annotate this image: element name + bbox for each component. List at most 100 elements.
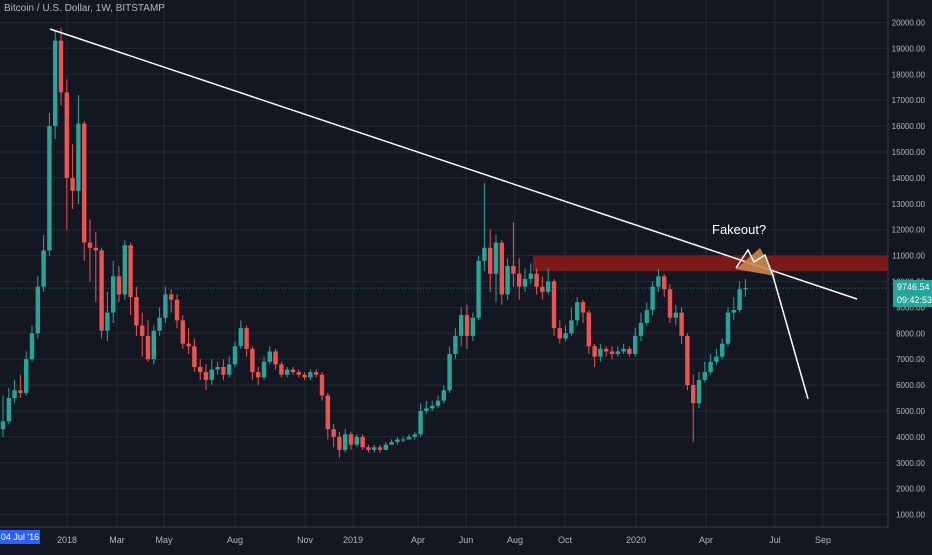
candle-body bbox=[551, 281, 557, 329]
candle-body bbox=[122, 245, 127, 295]
candle-body bbox=[76, 123, 81, 191]
candle-body bbox=[569, 320, 574, 334]
candle-body bbox=[180, 320, 185, 344]
x-tick-label: Apr bbox=[699, 535, 713, 545]
y-tick-label: 5000.00 bbox=[896, 407, 925, 416]
candle-body bbox=[615, 351, 620, 355]
candle-body bbox=[586, 312, 591, 347]
candle-body bbox=[337, 436, 342, 450]
candle-body bbox=[667, 289, 673, 318]
candle-body bbox=[0, 421, 6, 430]
candle-body bbox=[685, 335, 690, 386]
candle-body bbox=[441, 390, 446, 401]
candle-body bbox=[186, 343, 191, 347]
candle-body bbox=[505, 265, 510, 295]
candle-body bbox=[308, 372, 313, 378]
candle-body bbox=[377, 447, 383, 450]
y-tick-label: 17000.00 bbox=[892, 96, 926, 105]
y-tick-label: 19000.00 bbox=[892, 44, 926, 53]
candle-body bbox=[314, 372, 319, 375]
candle-body bbox=[418, 411, 423, 435]
candle-body bbox=[464, 315, 470, 336]
candle-body bbox=[163, 294, 168, 318]
candle-body bbox=[203, 372, 209, 380]
y-tick-label: 13000.00 bbox=[892, 200, 926, 209]
fakeout-projection bbox=[735, 248, 809, 400]
y-tick-label: 18000.00 bbox=[892, 70, 926, 79]
candle-body bbox=[18, 390, 23, 393]
time-axis: 2018 Mar May Aug Nov 2019 Apr Jun Aug Oct 2020 Apr J… bbox=[57, 535, 831, 545]
candle-body bbox=[633, 335, 638, 355]
countdown-badge: 09:42:53 bbox=[893, 293, 932, 308]
x-tick-label: Aug bbox=[507, 535, 523, 545]
y-tick-label: 3000.00 bbox=[896, 459, 925, 468]
candle-body bbox=[285, 369, 290, 375]
candle-body bbox=[12, 390, 17, 399]
candle-body bbox=[725, 312, 731, 344]
candle-body bbox=[70, 177, 75, 191]
candle-body bbox=[435, 400, 441, 406]
x-tick-label: Apr bbox=[411, 535, 425, 545]
candle-body bbox=[64, 92, 69, 178]
candle-body bbox=[290, 369, 296, 373]
y-tick-label: 16000.00 bbox=[892, 122, 926, 131]
candle-body bbox=[714, 356, 719, 362]
candle-body bbox=[47, 126, 52, 251]
x-tick-label: 2019 bbox=[343, 535, 363, 545]
candle-body bbox=[58, 40, 64, 93]
candle-body bbox=[511, 265, 516, 274]
x-tick-label: Oct bbox=[558, 535, 573, 545]
x-tick-label: May bbox=[155, 535, 173, 545]
candle-body bbox=[198, 366, 203, 373]
candle-body bbox=[267, 351, 272, 362]
candle-body bbox=[656, 276, 661, 287]
drawings: Fakeout? bbox=[0, 28, 888, 400]
candle-body bbox=[140, 325, 145, 336]
candle-body bbox=[447, 354, 452, 391]
candle-body bbox=[476, 260, 481, 318]
candle-body bbox=[29, 333, 35, 360]
candle-body bbox=[331, 429, 336, 437]
x-tick-label: Jun bbox=[459, 535, 474, 545]
candle-body bbox=[221, 366, 226, 375]
candle-body bbox=[360, 436, 365, 448]
chart-title: Bitcoin / U.S. Dollar, 1W, BITSTAMP bbox=[4, 3, 165, 14]
candle-body bbox=[401, 439, 406, 441]
resistance-zone-layer bbox=[533, 255, 888, 272]
candle-body bbox=[134, 297, 139, 326]
candle-body bbox=[528, 273, 533, 279]
candle-body bbox=[372, 447, 377, 450]
candle-body bbox=[261, 361, 267, 378]
candle-body bbox=[227, 364, 232, 375]
y-tick-label: 20000.00 bbox=[892, 19, 926, 28]
candle-body bbox=[691, 385, 696, 404]
candle-body bbox=[592, 346, 597, 357]
y-tick-label: 2000.00 bbox=[896, 485, 925, 494]
candle-body bbox=[82, 123, 87, 243]
y-tick-label: 8000.00 bbox=[896, 329, 925, 338]
y-tick-label: 14000.00 bbox=[892, 174, 926, 183]
resistance-zone bbox=[533, 255, 888, 272]
candle-body bbox=[128, 245, 133, 298]
last-price-badge: 9746.54 bbox=[893, 280, 932, 295]
candle-body bbox=[563, 333, 568, 339]
candle-body bbox=[604, 348, 609, 352]
candle-body bbox=[453, 335, 458, 355]
candle-body bbox=[279, 364, 284, 375]
candle-body bbox=[522, 278, 528, 287]
candle-body bbox=[389, 442, 394, 445]
candle-body bbox=[459, 315, 464, 336]
x-tick-label: Nov bbox=[297, 535, 314, 545]
candle-body bbox=[534, 273, 539, 287]
candle-body bbox=[319, 374, 325, 396]
candle-body bbox=[215, 366, 220, 370]
y-tick-label: 6000.00 bbox=[896, 381, 925, 390]
fakeout-triangle bbox=[736, 248, 775, 276]
candle-body bbox=[517, 273, 522, 287]
candle-body bbox=[470, 317, 475, 336]
candle-body bbox=[679, 312, 684, 336]
candle-body bbox=[157, 317, 162, 331]
candle-body bbox=[111, 276, 116, 313]
